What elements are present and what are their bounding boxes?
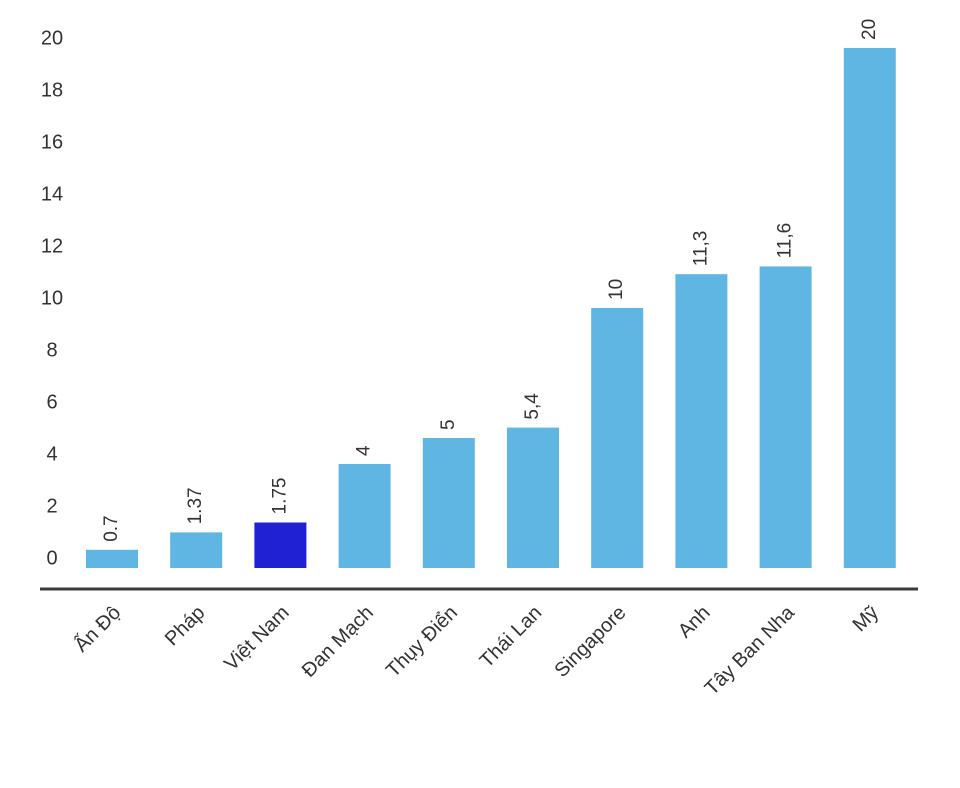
category-label: Ấn Độ xyxy=(70,601,126,657)
bar xyxy=(759,266,812,568)
data-label: 20 xyxy=(859,19,880,40)
bar xyxy=(338,464,391,568)
bar xyxy=(843,48,896,568)
bar xyxy=(254,522,307,568)
data-label: 5 xyxy=(438,419,459,430)
bar xyxy=(675,274,728,568)
y-tick-label: 6 xyxy=(46,391,57,413)
category-label: Mỹ xyxy=(849,602,883,636)
data-label: 1.37 xyxy=(185,487,206,524)
category-labels: Ấn Độ Pháp Việt Nam Đan Mạch Thụy Điển Thái L… xyxy=(70,601,883,700)
data-label: 0.7 xyxy=(101,515,122,541)
category-label: Thái Lan xyxy=(476,602,547,673)
bars xyxy=(86,48,896,568)
data-label: 11,3 xyxy=(690,231,711,267)
y-tick-label: 0 xyxy=(46,547,57,569)
bar xyxy=(170,532,223,568)
y-tick-label: 20 xyxy=(41,27,63,49)
y-tick-label: 4 xyxy=(46,443,57,465)
category-label: Việt Nam xyxy=(220,602,293,675)
bar xyxy=(422,438,475,568)
data-label: 1.75 xyxy=(269,478,290,515)
data-label: 5,4 xyxy=(522,393,543,420)
category-label: Pháp xyxy=(161,602,210,651)
category-label: Đan Mạch xyxy=(298,602,378,682)
y-axis-ticks: 0 2 4 6 8 10 12 14 16 18 20 xyxy=(41,27,63,569)
y-tick-label: 2 xyxy=(46,495,57,517)
y-tick-label: 14 xyxy=(41,183,63,205)
bar xyxy=(86,549,138,568)
data-label: 10 xyxy=(606,279,627,300)
y-tick-label: 12 xyxy=(41,235,63,257)
data-label: 4 xyxy=(354,445,375,456)
category-label: Thụy Điển xyxy=(382,602,462,682)
bar xyxy=(507,427,559,568)
y-tick-label: 10 xyxy=(41,287,63,309)
data-label: 11,6 xyxy=(775,223,796,259)
y-tick-label: 18 xyxy=(41,79,63,101)
category-label: Anh xyxy=(674,602,715,643)
bar xyxy=(591,308,644,568)
category-label: Tây Ban Nha xyxy=(701,601,800,700)
data-labels: 0.7 1.37 1.75 4 5 5,4 10 11,3 11,6 20 xyxy=(101,19,880,542)
y-tick-label: 16 xyxy=(41,131,63,153)
category-label: Singapore xyxy=(550,602,630,682)
y-tick-label: 8 xyxy=(46,339,57,361)
